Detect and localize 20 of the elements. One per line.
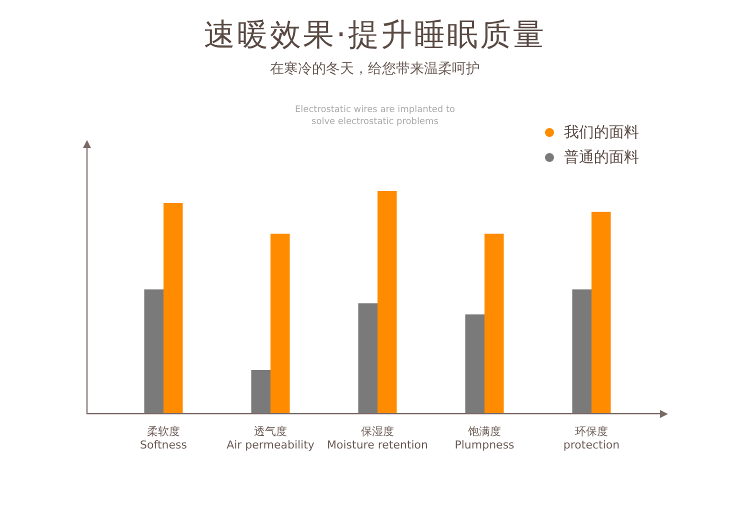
bar — [358, 303, 378, 414]
text: Electrostatic wires are implanted to solve electrostatic problems — [294, 105, 456, 127]
bar — [465, 314, 484, 414]
x-tick-label: 柔软度 Softness — [140, 425, 188, 452]
bar — [164, 203, 183, 414]
chart-title: 速暖效果·提升睡眠质量 — [203, 16, 547, 55]
bar — [144, 289, 164, 414]
chart-subtitle: 在寒冷的冬天，给您带来温柔呵护 — [269, 60, 481, 78]
x-tick-label: 透气度 Air permeability — [226, 425, 315, 452]
legend-label: 我们的面料 — [564, 123, 639, 142]
x-tick-label: 饱满度 Plumpness — [454, 425, 515, 452]
x-tick-label: 保湿度 Moisture retention — [326, 425, 428, 452]
bar — [572, 289, 592, 414]
legend-label: 普通的面料 — [564, 148, 639, 167]
bar — [270, 234, 290, 414]
bar — [251, 370, 270, 414]
bar — [484, 234, 504, 414]
bar — [378, 191, 397, 414]
bar — [592, 212, 611, 414]
x-tick-label: 环保度 protection — [563, 425, 620, 452]
